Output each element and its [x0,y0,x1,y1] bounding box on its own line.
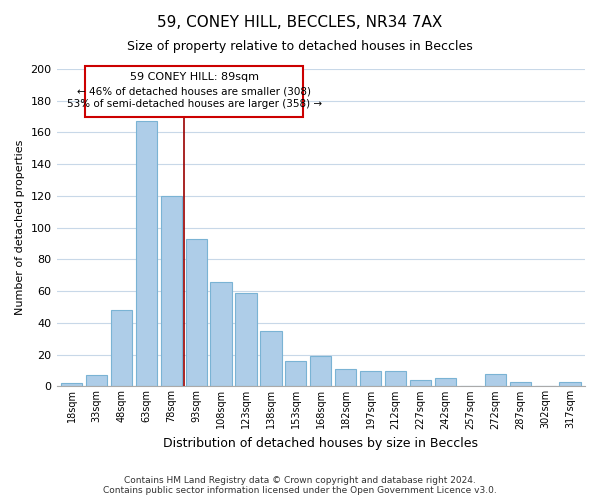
Bar [285,361,307,386]
Bar [235,293,257,386]
Bar [136,122,157,386]
Bar [360,370,381,386]
Bar [111,310,132,386]
Text: Size of property relative to detached houses in Beccles: Size of property relative to detached ho… [127,40,473,53]
Bar [559,382,581,386]
Bar [335,369,356,386]
Bar [185,239,207,386]
Y-axis label: Number of detached properties: Number of detached properties [15,140,25,316]
Bar [509,382,531,386]
Bar [260,331,281,386]
Bar [86,376,107,386]
Bar [485,374,506,386]
Bar [161,196,182,386]
Text: ← 46% of detached houses are smaller (308): ← 46% of detached houses are smaller (30… [77,86,311,97]
Bar [435,378,456,386]
FancyBboxPatch shape [85,66,304,116]
Bar [385,370,406,386]
Bar [61,383,82,386]
Bar [211,282,232,387]
Text: Contains HM Land Registry data © Crown copyright and database right 2024.
Contai: Contains HM Land Registry data © Crown c… [103,476,497,495]
X-axis label: Distribution of detached houses by size in Beccles: Distribution of detached houses by size … [163,437,478,450]
Bar [410,380,431,386]
Text: 59, CONEY HILL, BECCLES, NR34 7AX: 59, CONEY HILL, BECCLES, NR34 7AX [157,15,443,30]
Text: 53% of semi-detached houses are larger (358) →: 53% of semi-detached houses are larger (… [67,99,322,109]
Text: 59 CONEY HILL: 89sqm: 59 CONEY HILL: 89sqm [130,72,259,82]
Bar [310,356,331,386]
